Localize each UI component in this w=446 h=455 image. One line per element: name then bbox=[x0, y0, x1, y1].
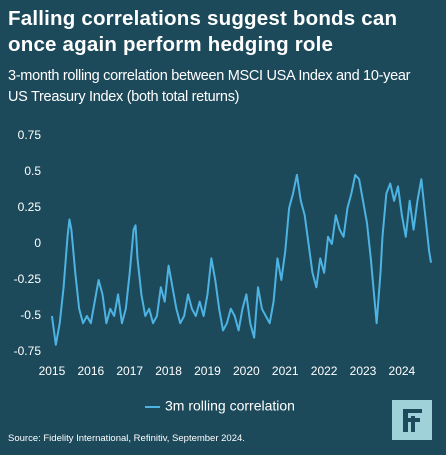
x-tick-label: 2018 bbox=[155, 364, 182, 378]
x-tick-label: 2024 bbox=[389, 364, 416, 378]
y-tick-label: 0.75 bbox=[18, 128, 42, 142]
x-tick-label: 2019 bbox=[194, 364, 221, 378]
legend-label: 3m rolling correlation bbox=[165, 398, 295, 414]
x-tick-label: 2022 bbox=[311, 364, 338, 378]
y-tick-label: -0.25 bbox=[14, 272, 42, 286]
y-tick-label: -0.5 bbox=[20, 308, 41, 322]
x-tick-label: 2016 bbox=[77, 364, 104, 378]
x-tick-label: 2023 bbox=[350, 364, 377, 378]
logo bbox=[392, 400, 432, 440]
y-tick-label: 0 bbox=[34, 236, 41, 250]
chart-title: Falling correlations suggest bonds can o… bbox=[8, 7, 398, 56]
source-note: Source: Fidelity International, Refiniti… bbox=[8, 433, 245, 444]
x-tick-label: 2017 bbox=[116, 364, 143, 378]
x-tick-label: 2021 bbox=[272, 364, 299, 378]
x-tick-label: 2015 bbox=[39, 364, 66, 378]
line-series bbox=[50, 173, 433, 346]
y-tick-label: -0.75 bbox=[14, 344, 42, 358]
x-tick-label: 2020 bbox=[233, 364, 260, 378]
y-tick-label: 0.5 bbox=[24, 164, 41, 178]
chart-subtitle: 3-month rolling correlation between MSCI… bbox=[8, 68, 411, 105]
y-tick-label: 0.25 bbox=[18, 200, 42, 214]
